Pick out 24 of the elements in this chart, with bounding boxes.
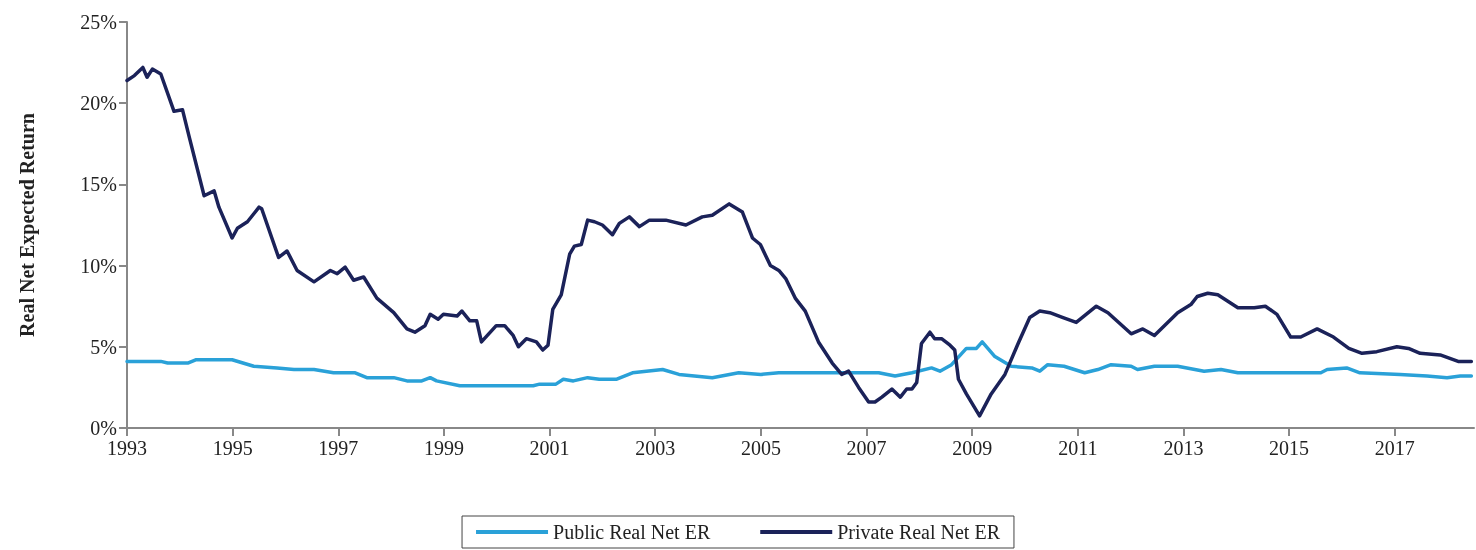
x-tick-label: 1997 <box>318 437 359 459</box>
x-tick-label: 2005 <box>740 437 781 459</box>
x-tick-label: 2011 <box>1058 437 1098 459</box>
x-tick-label: 2001 <box>529 437 570 459</box>
x-tick-label: 2015 <box>1269 437 1310 459</box>
y-axis-title: Real Net Expected Return <box>16 113 39 337</box>
x-tick-label: 2009 <box>952 437 993 459</box>
x-tick-label: 1993 <box>107 437 147 459</box>
x-tick-label: 1999 <box>423 437 464 459</box>
legend-label: Public Real Net ER <box>553 521 711 543</box>
x-tick-label: 2013 <box>1163 437 1204 459</box>
x-tick-label: 2017 <box>1374 437 1415 459</box>
y-tick-label: 10% <box>80 254 117 277</box>
y-tick-label: 20% <box>80 92 117 115</box>
y-tick-label: 5% <box>90 335 117 358</box>
y-tick-label: 0% <box>90 417 117 439</box>
y-tick-label: 15% <box>80 173 117 196</box>
x-tick-label: 2003 <box>635 437 676 459</box>
x-tick-label: 1995 <box>212 437 253 459</box>
x-tick-label: 2007 <box>846 437 887 459</box>
legend-label: Private Real Net ER <box>837 521 1001 543</box>
line-series <box>125 65 1474 418</box>
line-series <box>125 340 1474 388</box>
y-tick-label: 25% <box>80 11 117 33</box>
